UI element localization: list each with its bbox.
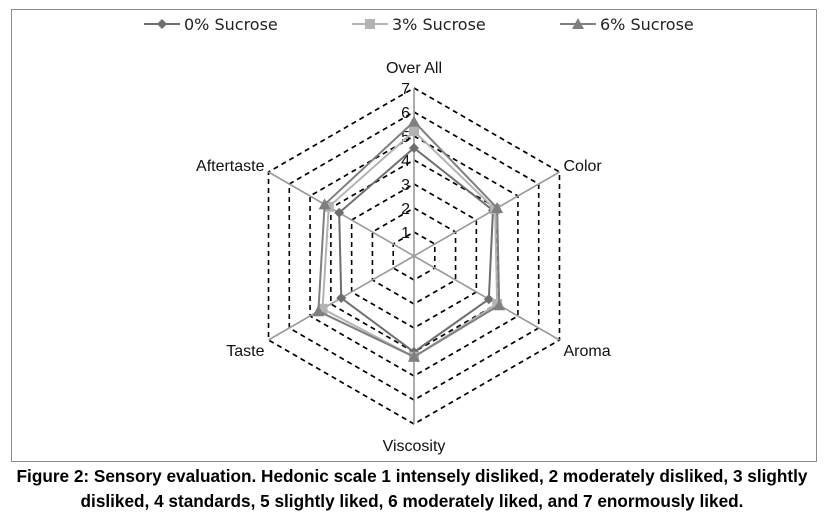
axis-label-aftertaste: Aftertaste	[196, 158, 265, 175]
series-layer	[312, 115, 506, 362]
point-6pct-sucrose-taste	[312, 305, 325, 317]
tick-label-3: 3	[401, 177, 410, 194]
tick-label-6: 6	[401, 105, 410, 122]
legend-marker	[157, 19, 167, 29]
point-0pct-sucrose-taste	[336, 293, 347, 303]
point-3pct-sucrose-over-all	[409, 126, 419, 137]
figure-caption: Figure 2: Sensory evaluation. Hedonic sc…	[16, 466, 808, 511]
point-6pct-sucrose-aroma	[493, 299, 506, 311]
series-0pct-sucrose	[334, 143, 498, 357]
legend-item-3pct-sucrose: 3% Sucrose	[352, 15, 486, 34]
point-6pct-sucrose-color	[491, 202, 504, 213]
spoke-color	[413, 171, 560, 257]
axis-label-taste: Taste	[226, 343, 264, 360]
axis-labels: Over All Color Aroma Viscosity Taste Aftertas…	[196, 60, 611, 455]
point-0pct-sucrose-over-all	[409, 143, 419, 153]
series-6pct-sucrose	[312, 115, 506, 362]
point-0pct-sucrose-aftertaste	[334, 207, 345, 218]
axis-label-viscosity: Viscosity	[383, 438, 446, 455]
point-3pct-sucrose-taste	[317, 303, 328, 314]
axis-label-over-all: Over All	[386, 60, 442, 77]
tick-label-2: 2	[401, 201, 410, 218]
legend-marker	[572, 18, 584, 29]
legend-marker	[365, 19, 375, 29]
point-6pct-sucrose-aftertaste	[318, 198, 331, 210]
legend-item-6pct-sucrose: 6% Sucrose	[560, 15, 694, 34]
point-6pct-sucrose-viscosity	[408, 350, 420, 362]
tick-label-7: 7	[401, 81, 410, 98]
tick-label-1: 1	[401, 225, 410, 242]
axis-label-aroma: Aroma	[563, 343, 610, 360]
legend-label: 3% Sucrose	[392, 15, 486, 34]
tick-label-4: 4	[401, 153, 410, 170]
legend-label: 6% Sucrose	[600, 15, 694, 34]
radar-spokes	[268, 88, 560, 424]
point-0pct-sucrose-aroma	[483, 294, 494, 305]
legend: 0% Sucrose 3% Sucrose 6% Sucrose	[144, 15, 694, 34]
legend-item-0pct-sucrose: 0% Sucrose	[144, 15, 278, 34]
legend-label: 0% Sucrose	[184, 15, 278, 34]
point-6pct-sucrose-over-all	[408, 115, 420, 127]
axis-label-color: Color	[563, 158, 602, 175]
